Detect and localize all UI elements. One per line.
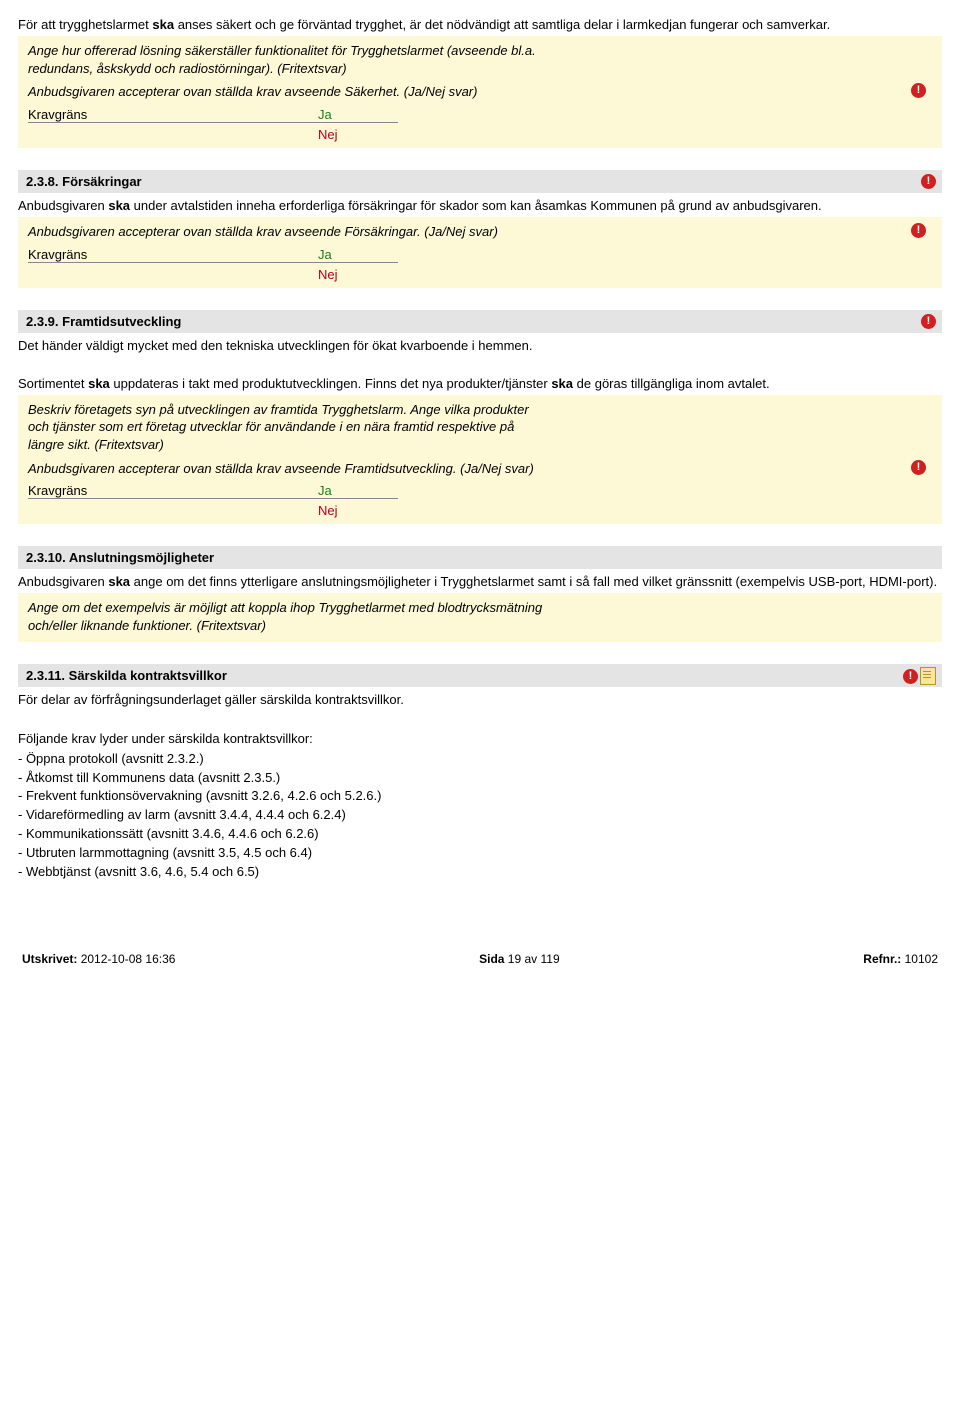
freetext-question: Ange om det exempelvis är möjligt att ko… xyxy=(28,599,548,634)
threshold-row: Kravgräns Ja xyxy=(28,107,398,123)
section-connectivity: 2.3.10. Anslutningsmöjligheter Anbudsgiv… xyxy=(18,546,942,642)
refnr-value: 10102 xyxy=(901,952,938,966)
answer-yes: Ja xyxy=(318,107,332,122)
printed-label: Utskrivet: xyxy=(22,952,77,966)
answer-no: Nej xyxy=(318,267,378,282)
page-value: 19 av 119 xyxy=(508,952,560,966)
answer-no: Nej xyxy=(318,503,378,518)
terms-list-item: - Åtkomst till Kommunens data (avsnitt 2… xyxy=(18,769,942,788)
intro-text: Anbudsgivaren ska ange om det finns ytte… xyxy=(18,569,942,593)
freetext-question: Ange hur offererad lösning säkerställer … xyxy=(28,42,548,77)
warning-icon xyxy=(911,83,926,98)
printed-value: 2012-10-08 16:36 xyxy=(77,952,175,966)
intro-text-1: Det händer väldigt mycket med den teknis… xyxy=(18,333,942,357)
terms-list-item: - Utbruten larmmottagning (avsnitt 3.5, … xyxy=(18,844,942,863)
question-box: Ange hur offererad lösning säkerställer … xyxy=(18,36,942,148)
terms-list-item: - Webbtjänst (avsnitt 3.6, 4.6, 5.4 och … xyxy=(18,863,942,882)
section-heading: 2.3.9. Framtidsutveckling xyxy=(18,310,942,333)
heading-text: 2.3.8. Försäkringar xyxy=(26,174,142,189)
threshold-row: Kravgräns Ja xyxy=(28,483,398,499)
warning-icon xyxy=(921,314,936,329)
yesno-question: Anbudsgivaren accepterar ovan ställda kr… xyxy=(28,460,548,478)
footer-center: Sida 19 av 119 xyxy=(479,952,560,966)
footer-right: Refnr.: 10102 xyxy=(863,952,938,966)
page-label: Sida xyxy=(479,952,508,966)
terms-list-item: - Vidareförmedling av larm (avsnitt 3.4.… xyxy=(18,806,942,825)
threshold-label: Kravgräns xyxy=(28,483,318,498)
warning-icon xyxy=(911,223,926,238)
section-heading: 2.3.11. Särskilda kontraktsvillkor xyxy=(18,664,942,687)
section-future: 2.3.9. Framtidsutveckling Det händer väl… xyxy=(18,310,942,525)
answer-yes: Ja xyxy=(318,247,332,262)
question-box: Anbudsgivaren accepterar ovan ställda kr… xyxy=(18,217,942,288)
section-safety: För att trygghetslarmet ska anses säkert… xyxy=(18,12,942,148)
intro-text: Anbudsgivaren ska under avtalstiden inne… xyxy=(18,193,942,217)
list-lead: Följande krav lyder under särskilda kont… xyxy=(18,726,942,750)
question-box: Ange om det exempelvis är möjligt att ko… xyxy=(18,593,942,642)
yesno-question: Anbudsgivaren accepterar ovan ställda kr… xyxy=(28,83,548,101)
answer-yes: Ja xyxy=(318,483,332,498)
terms-list-item: - Kommunikationssätt (avsnitt 3.4.6, 4.4… xyxy=(18,825,942,844)
heading-text: 2.3.9. Framtidsutveckling xyxy=(26,314,181,329)
document-icon xyxy=(920,667,936,685)
section-heading: 2.3.8. Försäkringar xyxy=(18,170,942,193)
section-heading: 2.3.10. Anslutningsmöjligheter xyxy=(18,546,942,569)
question-box: Beskriv företagets syn på utvecklingen a… xyxy=(18,395,942,524)
section-contract-terms: 2.3.11. Särskilda kontraktsvillkor För d… xyxy=(18,664,942,881)
threshold-label: Kravgräns xyxy=(28,247,318,262)
answer-no: Nej xyxy=(318,127,378,142)
terms-list-item: - Frekvent funktionsövervakning (avsnitt… xyxy=(18,787,942,806)
heading-text: 2.3.10. Anslutningsmöjligheter xyxy=(26,550,214,565)
warning-icon xyxy=(903,669,918,684)
freetext-question: Beskriv företagets syn på utvecklingen a… xyxy=(28,401,548,454)
intro-text: För att trygghetslarmet ska anses säkert… xyxy=(18,12,942,36)
heading-icons xyxy=(903,667,936,685)
yesno-question: Anbudsgivaren accepterar ovan ställda kr… xyxy=(28,223,548,241)
terms-list: - Öppna protokoll (avsnitt 2.3.2.)- Åtko… xyxy=(18,750,942,882)
warning-icon xyxy=(921,174,936,189)
page-footer: Utskrivet: 2012-10-08 16:36 Sida 19 av 1… xyxy=(18,952,942,966)
terms-list-item: - Öppna protokoll (avsnitt 2.3.2.) xyxy=(18,750,942,769)
intro-text: För delar av förfrågningsunderlaget gäll… xyxy=(18,687,942,711)
intro-text-2: Sortimentet ska uppdateras i takt med pr… xyxy=(18,371,942,395)
footer-left: Utskrivet: 2012-10-08 16:36 xyxy=(22,952,175,966)
refnr-label: Refnr.: xyxy=(863,952,901,966)
heading-text: 2.3.11. Särskilda kontraktsvillkor xyxy=(26,668,227,683)
threshold-label: Kravgräns xyxy=(28,107,318,122)
section-insurance: 2.3.8. Försäkringar Anbudsgivaren ska un… xyxy=(18,170,942,288)
warning-icon xyxy=(911,460,926,475)
threshold-row: Kravgräns Ja xyxy=(28,247,398,263)
